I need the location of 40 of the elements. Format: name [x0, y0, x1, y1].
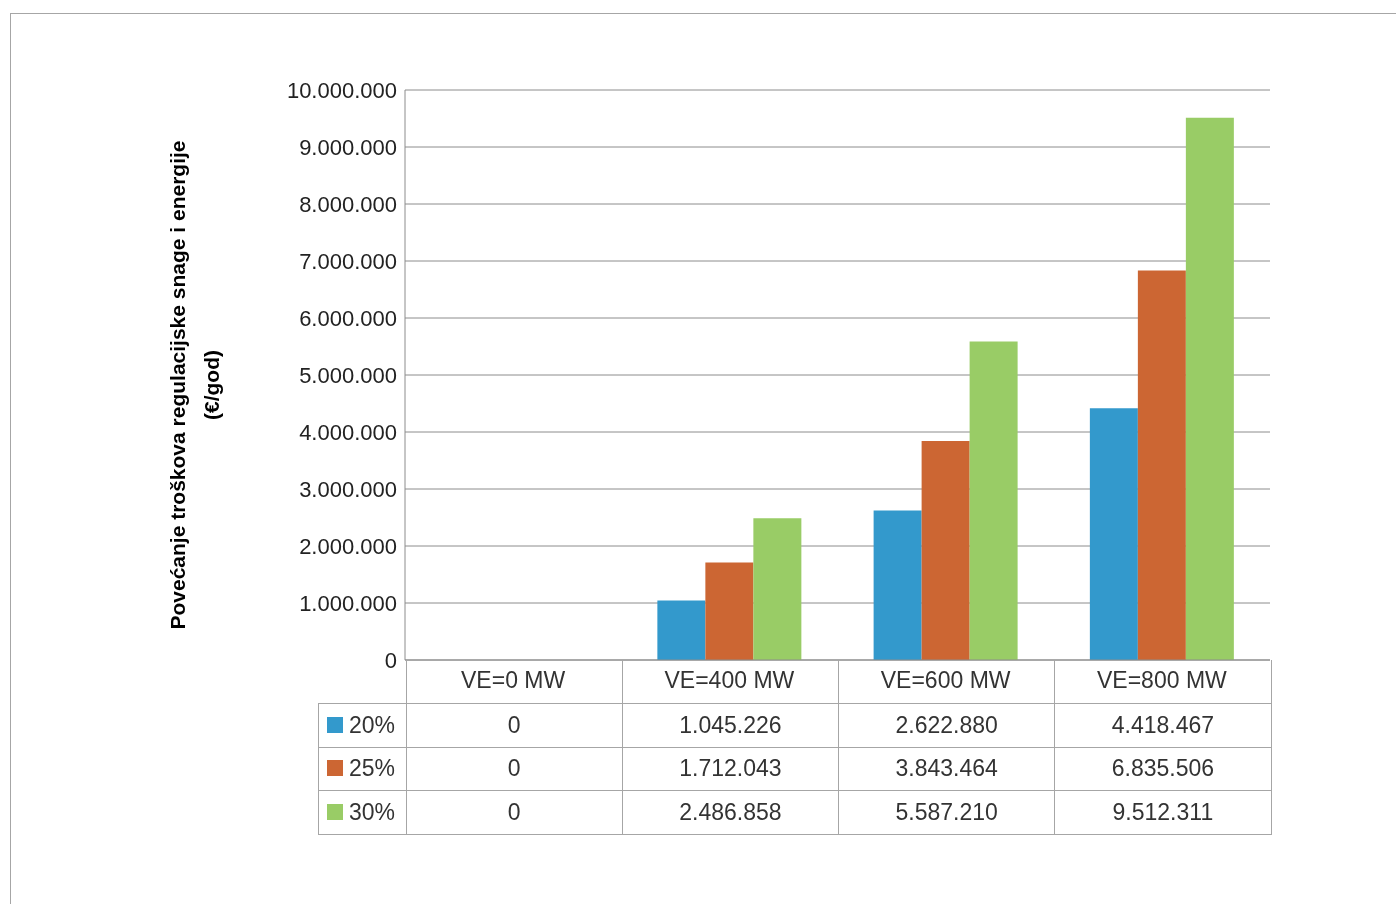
data-label: 6.835.506	[1054, 747, 1271, 791]
data-label: 0	[406, 747, 623, 791]
data-label: 5.587.210	[838, 790, 1055, 834]
data-label: 0	[406, 790, 623, 834]
data-label: 1.712.043	[622, 747, 839, 791]
x-tick-label: VE=600 MW	[880, 667, 1011, 694]
bar	[1137, 270, 1186, 660]
y-tick-label: 4.000.000	[299, 419, 397, 445]
y-tick-label: 7.000.000	[299, 248, 397, 274]
y-tick-label: 6.000.000	[299, 305, 397, 331]
legend-label: 25%	[349, 755, 396, 782]
y-tick-label: 3.000.000	[299, 476, 397, 502]
y-tick-label: 10.000.000	[286, 77, 397, 103]
y-tick-label: 8.000.000	[299, 191, 397, 217]
bar	[1185, 117, 1234, 660]
bar	[969, 341, 1018, 660]
bar	[1089, 408, 1138, 660]
data-label: 4.418.467	[1054, 703, 1271, 747]
bar	[753, 518, 802, 660]
x-tick-label: VE=800 MW	[1097, 667, 1228, 694]
x-tick-label: VE=0 MW	[461, 667, 566, 694]
data-label: 2.486.858	[622, 790, 839, 834]
data-label: 2.622.880	[838, 703, 1055, 747]
y-tick-label: 1.000.000	[299, 590, 397, 616]
y-tick-label: 9.000.000	[299, 134, 397, 160]
bar	[705, 562, 754, 660]
bar	[873, 510, 922, 660]
legend-label: 30%	[349, 798, 396, 825]
data-label: 9.512.311	[1054, 790, 1271, 834]
data-label: 1.045.226	[622, 703, 839, 747]
y-tick-label: 2.000.000	[299, 533, 397, 559]
legend-label: 20%	[349, 711, 396, 738]
y-axis-title: Povećanje troškova regulacijske snage i energije (€/god)	[165, 140, 224, 630]
data-label: 0	[406, 703, 623, 747]
y-tick-label: 0	[384, 647, 397, 673]
x-tick-label: VE=400 MW	[664, 667, 795, 694]
data-label: 3.843.464	[838, 747, 1055, 791]
bar	[921, 440, 970, 660]
y-tick-label: 5.000.000	[299, 362, 397, 388]
bar	[657, 600, 706, 660]
